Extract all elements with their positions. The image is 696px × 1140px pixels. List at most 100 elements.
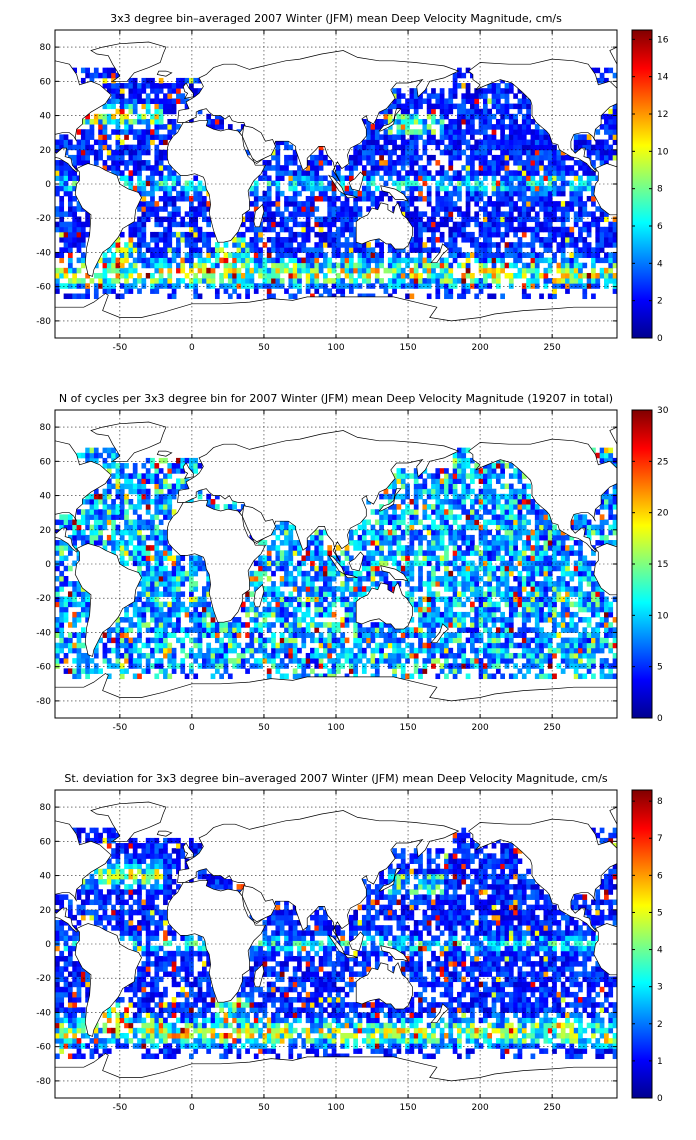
heatmap-cell xyxy=(569,231,575,238)
heatmap-cell xyxy=(111,262,116,269)
land-mass xyxy=(378,108,402,132)
heatmap-cell xyxy=(383,108,389,115)
heatmap-cell xyxy=(387,514,393,520)
heatmap-cell xyxy=(336,206,341,212)
heatmap-cell xyxy=(201,211,207,217)
heatmap-cell xyxy=(262,555,268,561)
heatmap-cell xyxy=(582,293,588,300)
heatmap-cell xyxy=(409,113,415,120)
heatmap-cell xyxy=(245,283,250,289)
heatmap-cell xyxy=(72,278,78,284)
heatmap-cell xyxy=(366,550,371,556)
heatmap-cell xyxy=(578,237,583,243)
heatmap-cell xyxy=(565,201,570,207)
heatmap-cell xyxy=(158,231,164,238)
heatmap-cell xyxy=(599,216,605,223)
land-mass xyxy=(241,125,276,163)
heatmap-cell xyxy=(124,288,129,294)
heatmap-cell xyxy=(154,637,160,644)
heatmap-cells xyxy=(55,67,617,300)
heatmap-cell xyxy=(171,108,177,115)
heatmap-cell xyxy=(193,652,199,659)
heatmap-cell xyxy=(422,242,428,248)
heatmap-cell xyxy=(556,165,562,171)
heatmap-cell xyxy=(189,221,194,228)
heatmap-cell xyxy=(396,524,402,531)
heatmap-cell xyxy=(158,493,164,500)
heatmap-cell xyxy=(413,555,419,561)
heatmap-cell xyxy=(132,622,138,628)
land-mass xyxy=(609,46,617,82)
heatmap-cell xyxy=(279,591,285,597)
heatmap-cell xyxy=(167,647,173,654)
heatmap-cell xyxy=(569,242,575,248)
heatmap-cell xyxy=(240,272,246,279)
heatmap-cell xyxy=(327,673,333,680)
heatmap-cell xyxy=(223,267,229,274)
heatmap-cell xyxy=(418,185,423,192)
heatmap-cell xyxy=(292,581,298,587)
heatmap-cell xyxy=(262,160,268,166)
heatmap-cell xyxy=(521,129,527,135)
heatmap-cell xyxy=(374,262,380,269)
heatmap-cell xyxy=(573,242,579,248)
heatmap-cell xyxy=(431,129,436,135)
heatmap-cell xyxy=(271,242,276,248)
heatmap-cell xyxy=(370,560,376,567)
heatmap-cell xyxy=(145,257,151,264)
heatmap-cell xyxy=(513,160,518,166)
heatmap-cell xyxy=(504,242,510,248)
heatmap-cell xyxy=(154,154,160,161)
heatmap-cell xyxy=(448,206,454,212)
heatmap-cell xyxy=(249,581,255,587)
heatmap-cell xyxy=(206,627,212,633)
heatmap-cell xyxy=(392,103,397,110)
heatmap-cell xyxy=(310,293,315,300)
heatmap-cell xyxy=(214,668,220,674)
heatmap-cell xyxy=(336,288,341,294)
heatmap-cell xyxy=(314,622,320,628)
heatmap-cell xyxy=(258,226,263,233)
heatmap-cell xyxy=(297,627,302,633)
heatmap-cell xyxy=(331,211,337,217)
heatmap-cell xyxy=(102,257,108,264)
heatmap-cell xyxy=(310,247,315,253)
heatmap-cell xyxy=(340,591,346,597)
heatmap-cell xyxy=(353,216,359,223)
heatmap-cell xyxy=(67,581,73,587)
heatmap-cell xyxy=(392,560,397,567)
heatmap-cell xyxy=(141,617,147,623)
heatmap-cell xyxy=(189,668,194,674)
heatmap-cell xyxy=(413,160,419,166)
heatmap-cell xyxy=(353,673,359,680)
heatmap-cell xyxy=(171,663,177,669)
heatmap-cell xyxy=(470,252,475,258)
heatmap-cell xyxy=(534,170,540,176)
heatmap-cell xyxy=(426,555,432,561)
heatmap-cell xyxy=(418,545,423,551)
heatmap-cell xyxy=(534,221,540,228)
heatmap-cell xyxy=(314,611,320,618)
heatmap-cell xyxy=(288,529,294,536)
heatmap-cell xyxy=(137,170,142,176)
heatmap-cell xyxy=(292,231,298,238)
heatmap-cell xyxy=(573,190,579,197)
heatmap-cell xyxy=(67,283,73,289)
heatmap-cell xyxy=(578,134,583,140)
heatmap-cell xyxy=(500,149,505,156)
heatmap-cell xyxy=(370,565,376,572)
heatmap-cell xyxy=(470,165,475,171)
heatmap-cell xyxy=(374,627,380,633)
heatmap-cell xyxy=(323,622,328,628)
heatmap-cell xyxy=(387,637,393,644)
heatmap-cell xyxy=(344,652,350,659)
heatmap-cell xyxy=(76,591,82,597)
heatmap-cell xyxy=(80,129,86,135)
heatmap-cell xyxy=(128,524,134,531)
heatmap-cell xyxy=(521,165,527,171)
heatmap-cell xyxy=(418,211,423,217)
heatmap-cell xyxy=(361,267,367,274)
heatmap-cell xyxy=(318,586,324,592)
heatmap-cell xyxy=(435,211,441,217)
heatmap-cell xyxy=(63,247,69,253)
